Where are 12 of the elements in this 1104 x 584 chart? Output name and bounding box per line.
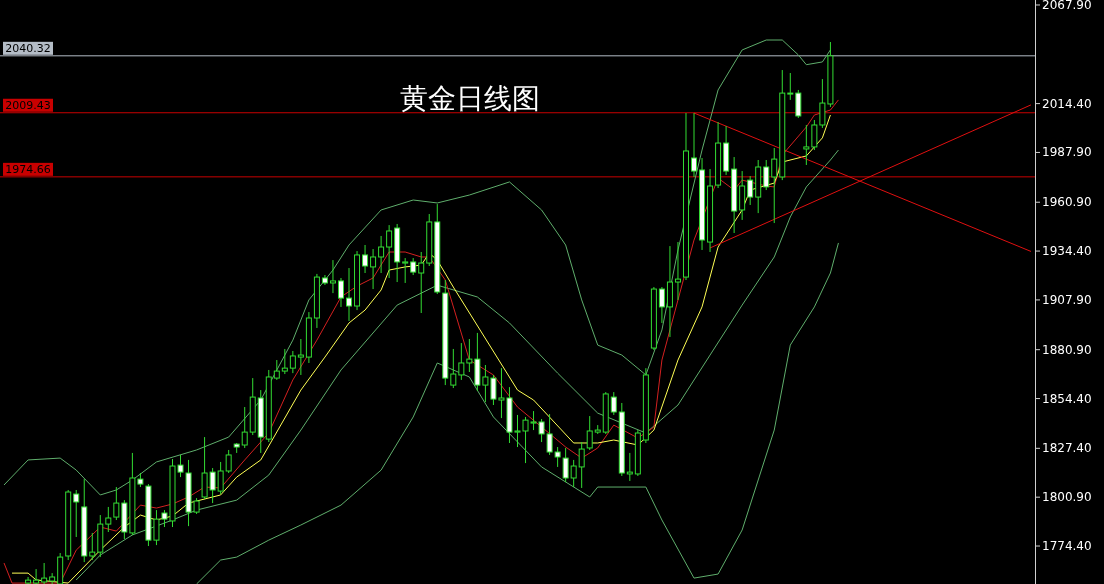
y-tick-label: 1934.40 (1042, 244, 1092, 259)
y-tick-label: 2014.40 (1042, 96, 1092, 111)
y-tick-label: 1800.90 (1042, 490, 1092, 505)
y-tick-label: 1827.40 (1042, 441, 1092, 456)
y-tick-label: 1960.90 (1042, 195, 1092, 210)
y-tick-label: 1854.40 (1042, 391, 1092, 406)
y-tick-label: 2067.90 (1042, 0, 1092, 12)
y-tick-label: 1774.40 (1042, 539, 1092, 554)
y-tick-label: 1880.90 (1042, 342, 1092, 357)
text: 黄金日线图 (400, 83, 540, 114)
y-tick-label: 1987.90 (1042, 145, 1092, 160)
y-tick-label: 1907.90 (1042, 292, 1092, 307)
